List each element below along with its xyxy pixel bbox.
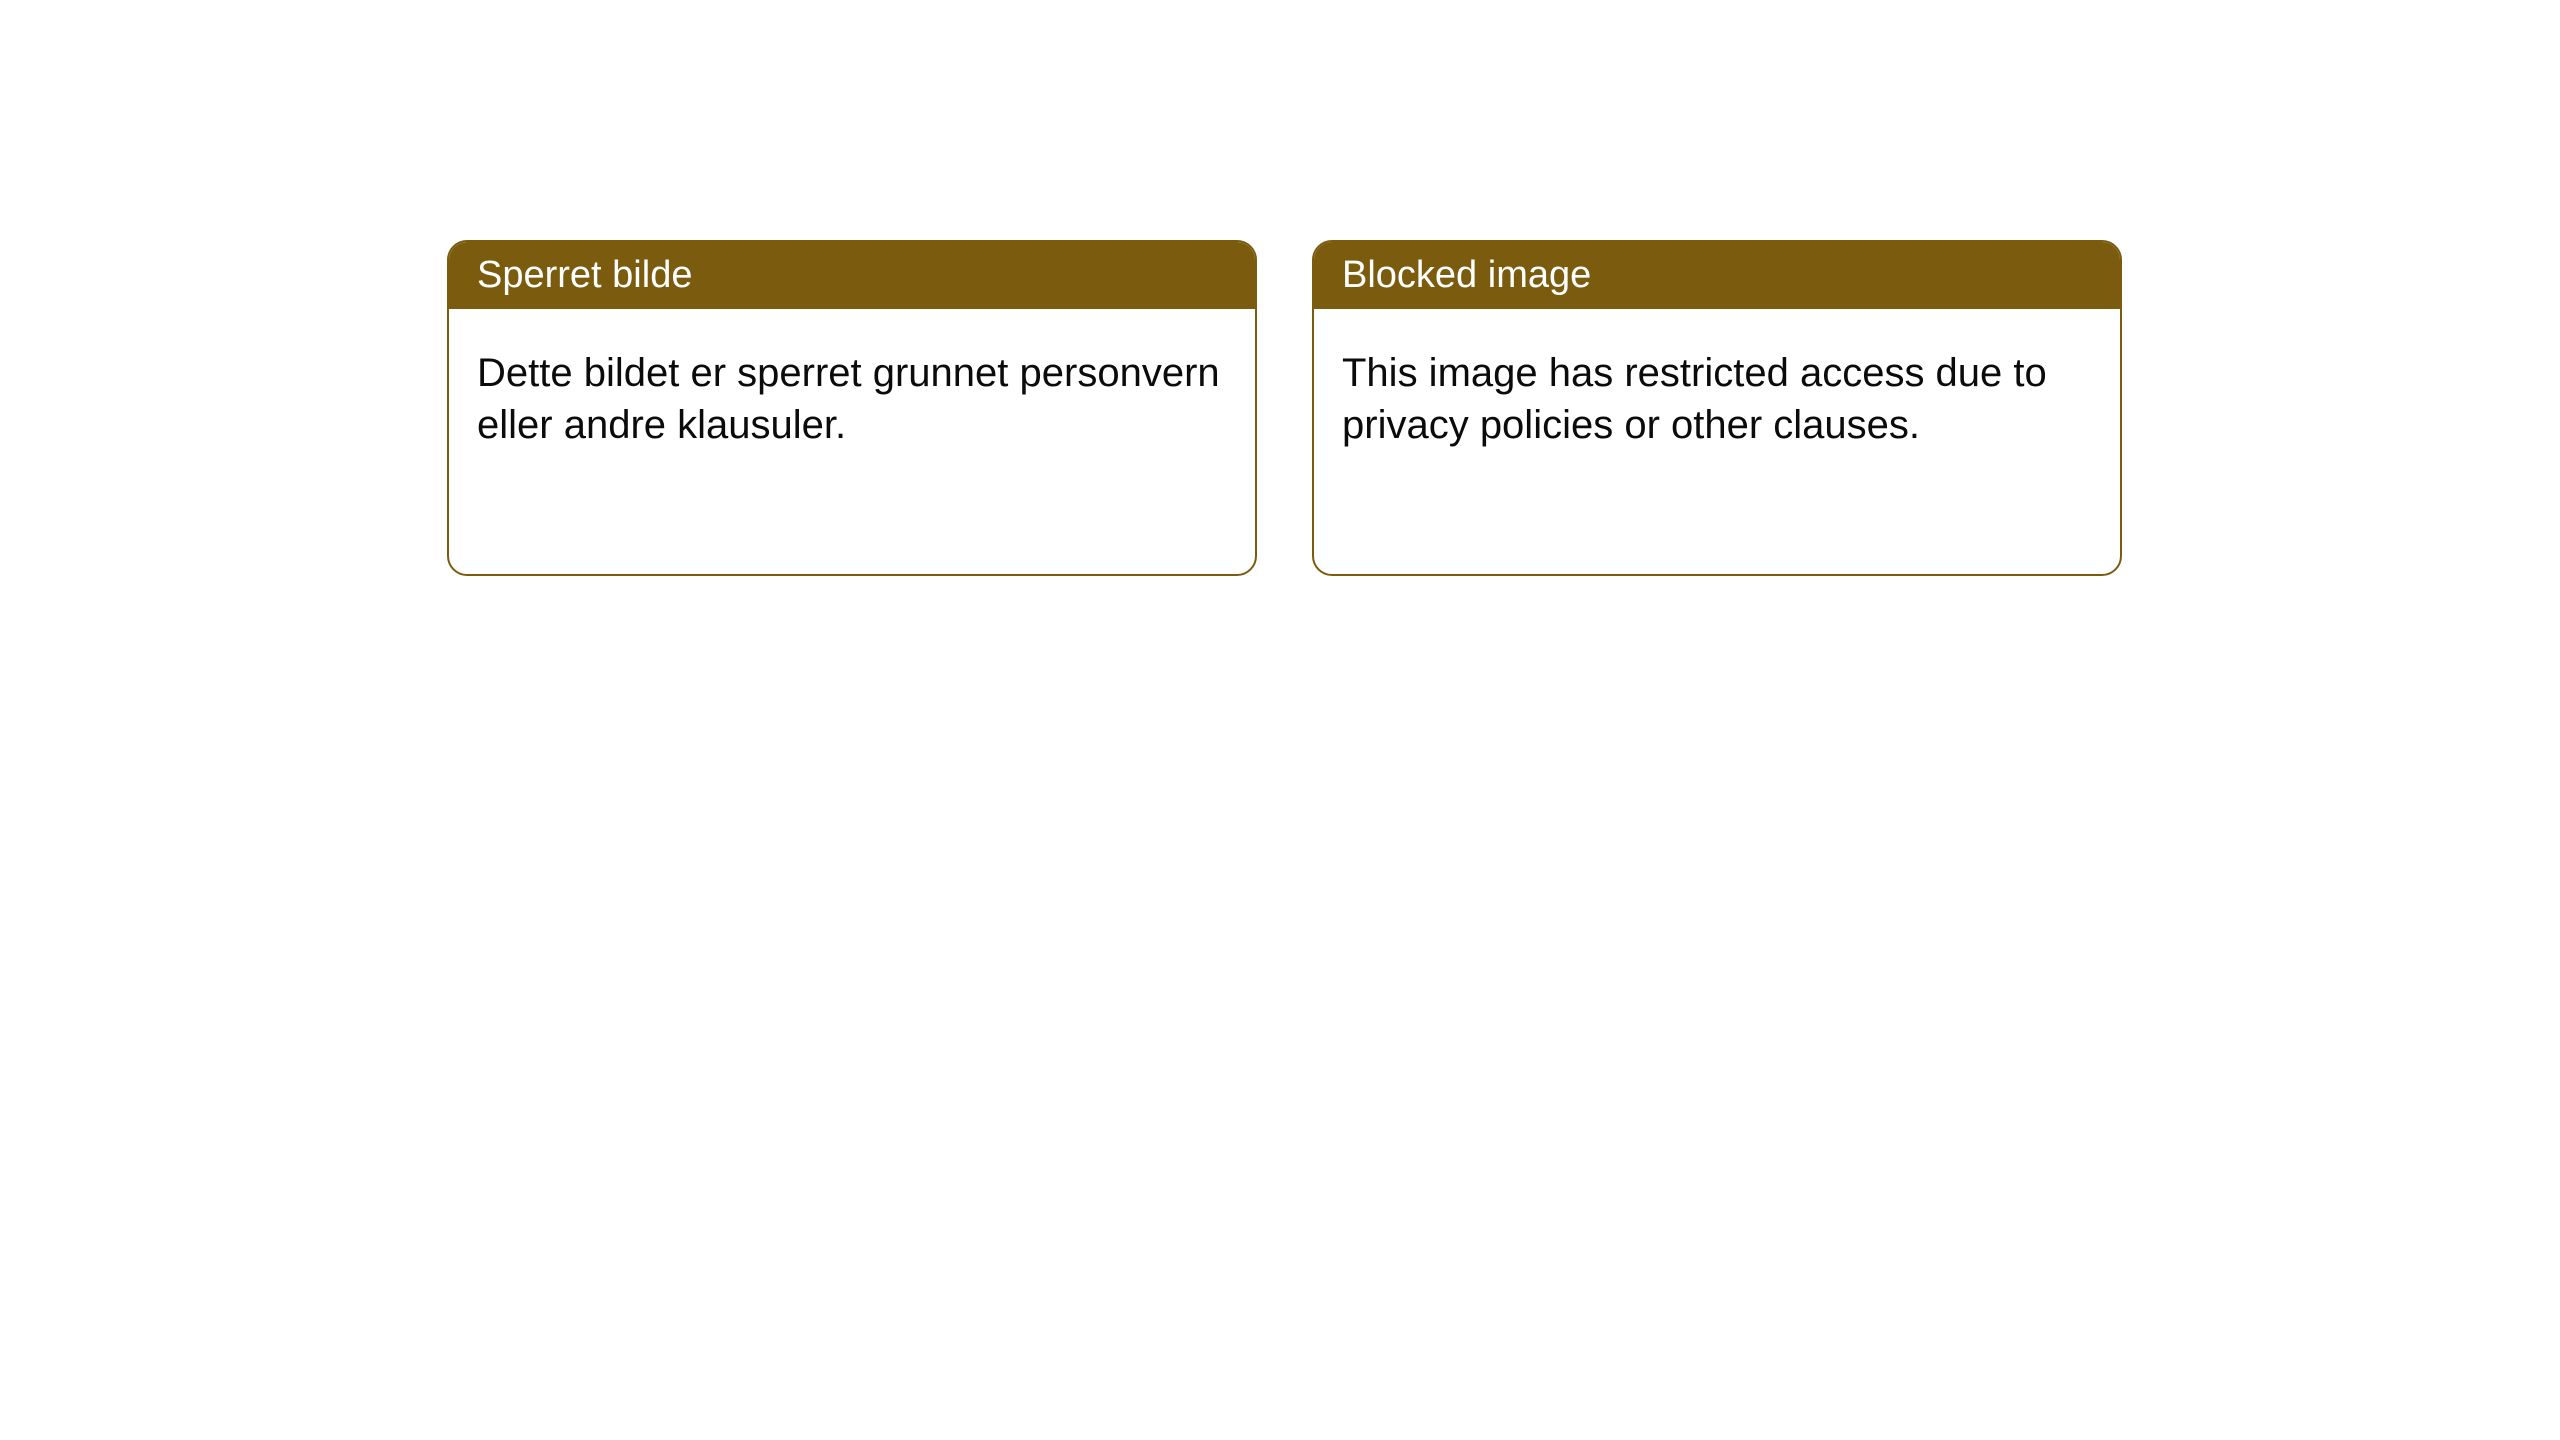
card-title-en: Blocked image — [1342, 254, 1591, 296]
card-title-no: Sperret bilde — [477, 254, 692, 296]
blocked-image-card-en: Blocked image This image has restricted … — [1312, 240, 2122, 576]
card-header-no: Sperret bilde — [449, 242, 1255, 309]
blocked-image-card-no: Sperret bilde Dette bildet er sperret gr… — [447, 240, 1257, 576]
card-body-en: This image has restricted access due to … — [1314, 309, 2120, 489]
card-body-no: Dette bildet er sperret grunnet personve… — [449, 309, 1255, 489]
card-body-text-en: This image has restricted access due to … — [1342, 351, 2047, 447]
card-body-text-no: Dette bildet er sperret grunnet personve… — [477, 351, 1220, 447]
card-container: Sperret bilde Dette bildet er sperret gr… — [447, 240, 2122, 576]
card-header-en: Blocked image — [1314, 242, 2120, 309]
